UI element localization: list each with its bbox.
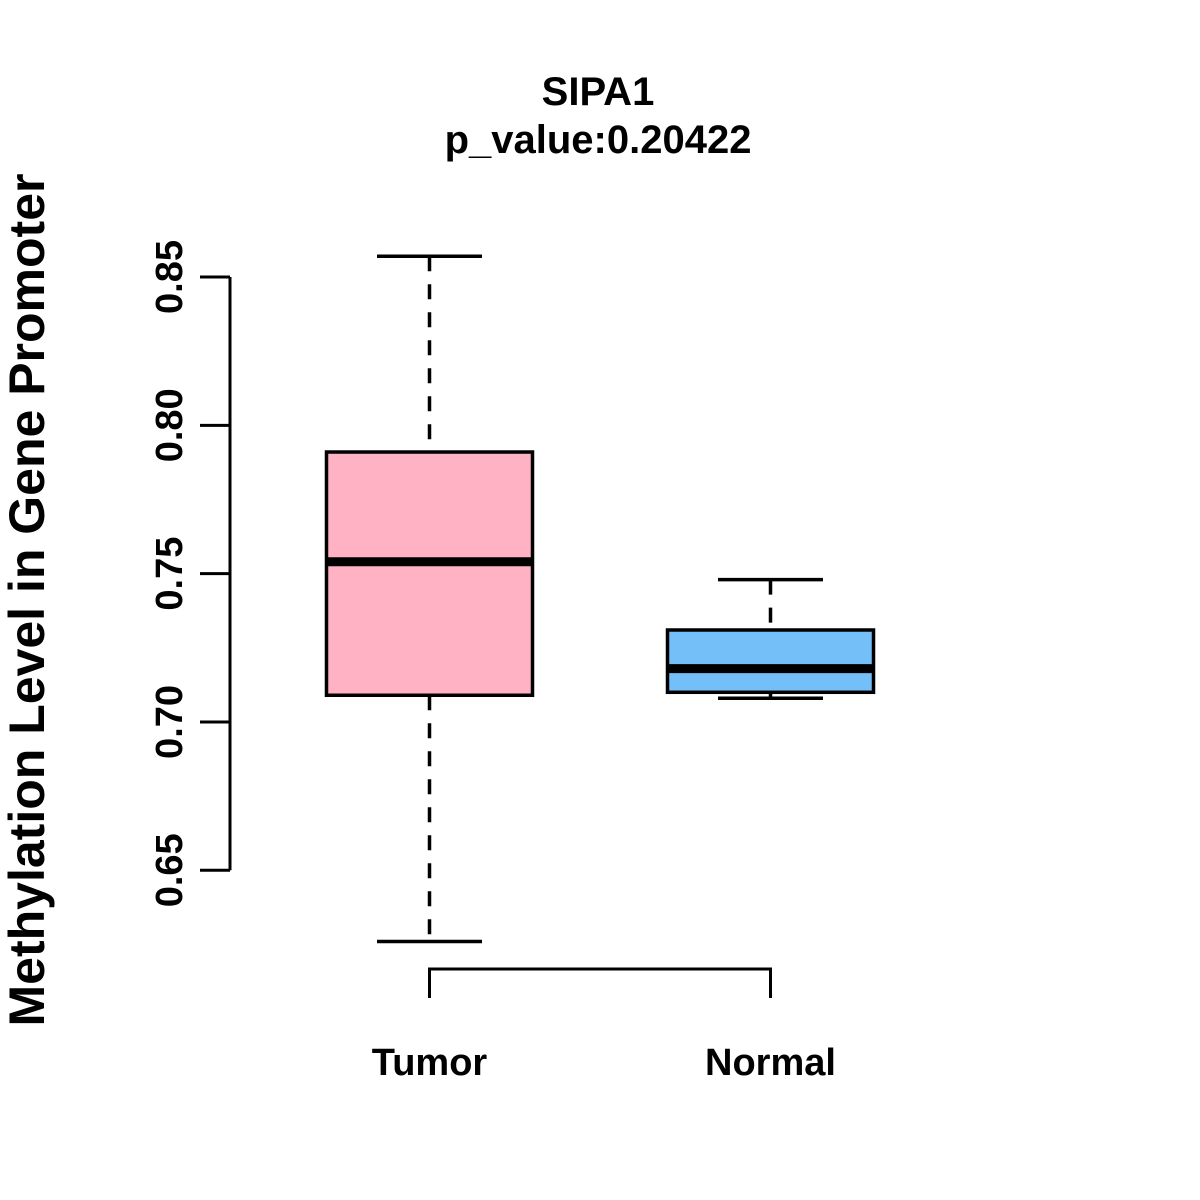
box-group — [324, 254, 876, 944]
x-axis-line — [428, 967, 772, 998]
category-label-normal: Normal — [705, 1042, 836, 1084]
y-tick-label: 0.70 — [149, 685, 191, 759]
y-tick-label: 0.80 — [149, 388, 191, 462]
y-axis-label: Methylation Level in Gene Promoter — [0, 174, 55, 1027]
x-axis-bracket — [428, 967, 772, 998]
y-tick-label: 0.75 — [149, 537, 191, 611]
y-tick-label: 0.65 — [149, 833, 191, 907]
y-axis: 0.65 0.70 0.75 0.80 0.85 — [149, 240, 232, 907]
box-tumor — [324, 254, 535, 944]
box-normal — [665, 577, 876, 700]
iqr-box — [665, 628, 876, 695]
iqr-box — [324, 450, 535, 698]
category-labels: Tumor Normal — [372, 1042, 836, 1084]
chart-title: SIPA1 — [542, 70, 655, 114]
category-label-tumor: Tumor — [372, 1042, 488, 1084]
chart-subtitle: p_value:0.20422 — [445, 118, 752, 162]
y-tick-label: 0.85 — [149, 240, 191, 314]
